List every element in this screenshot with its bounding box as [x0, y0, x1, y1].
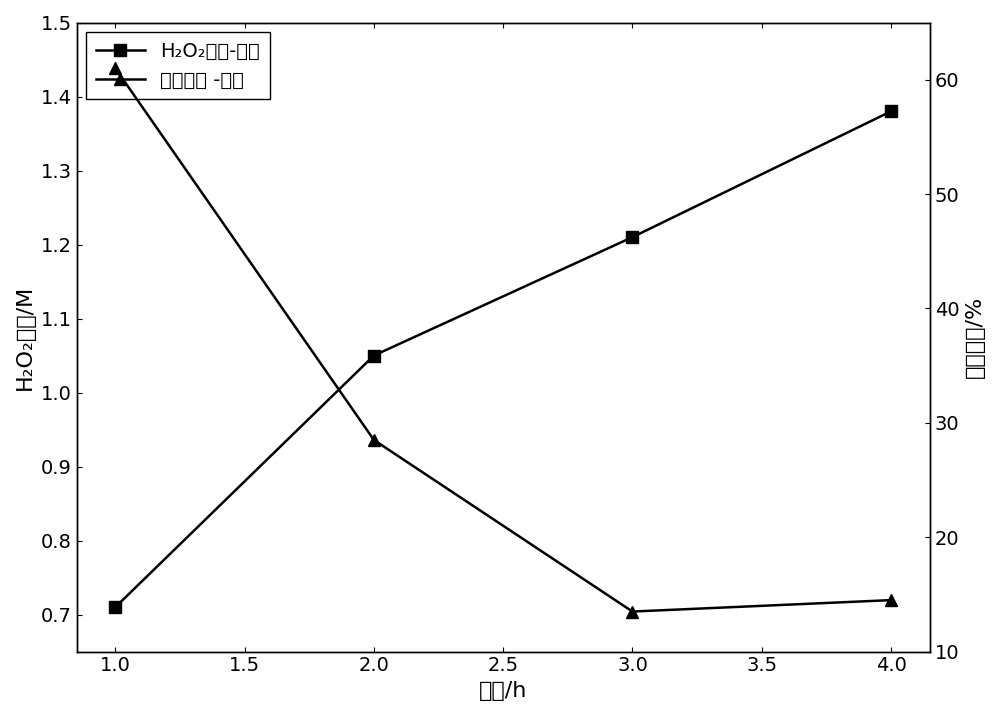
Line: 电流效率 -时间: 电流效率 -时间 — [109, 62, 897, 618]
电流效率 -时间 — [368, 436, 380, 445]
H₂O₂浓度-时间 — [885, 107, 897, 115]
电流效率 -时间 — [109, 64, 121, 72]
电流效率 -时间 — [626, 607, 638, 616]
H₂O₂浓度-时间 — [626, 233, 638, 241]
电流效率 -时间 — [885, 596, 897, 604]
Line: H₂O₂浓度-时间: H₂O₂浓度-时间 — [109, 105, 897, 614]
H₂O₂浓度-时间 — [368, 352, 380, 360]
H₂O₂浓度-时间 — [109, 603, 121, 611]
X-axis label: 时间/h: 时间/h — [479, 681, 527, 701]
Legend: H₂O₂浓度-时间, 电流效率 -时间: H₂O₂浓度-时间, 电流效率 -时间 — [86, 32, 270, 100]
Y-axis label: H₂O₂浓度/M: H₂O₂浓度/M — [15, 284, 35, 390]
Y-axis label: 电流效率/%: 电流效率/% — [965, 296, 985, 378]
